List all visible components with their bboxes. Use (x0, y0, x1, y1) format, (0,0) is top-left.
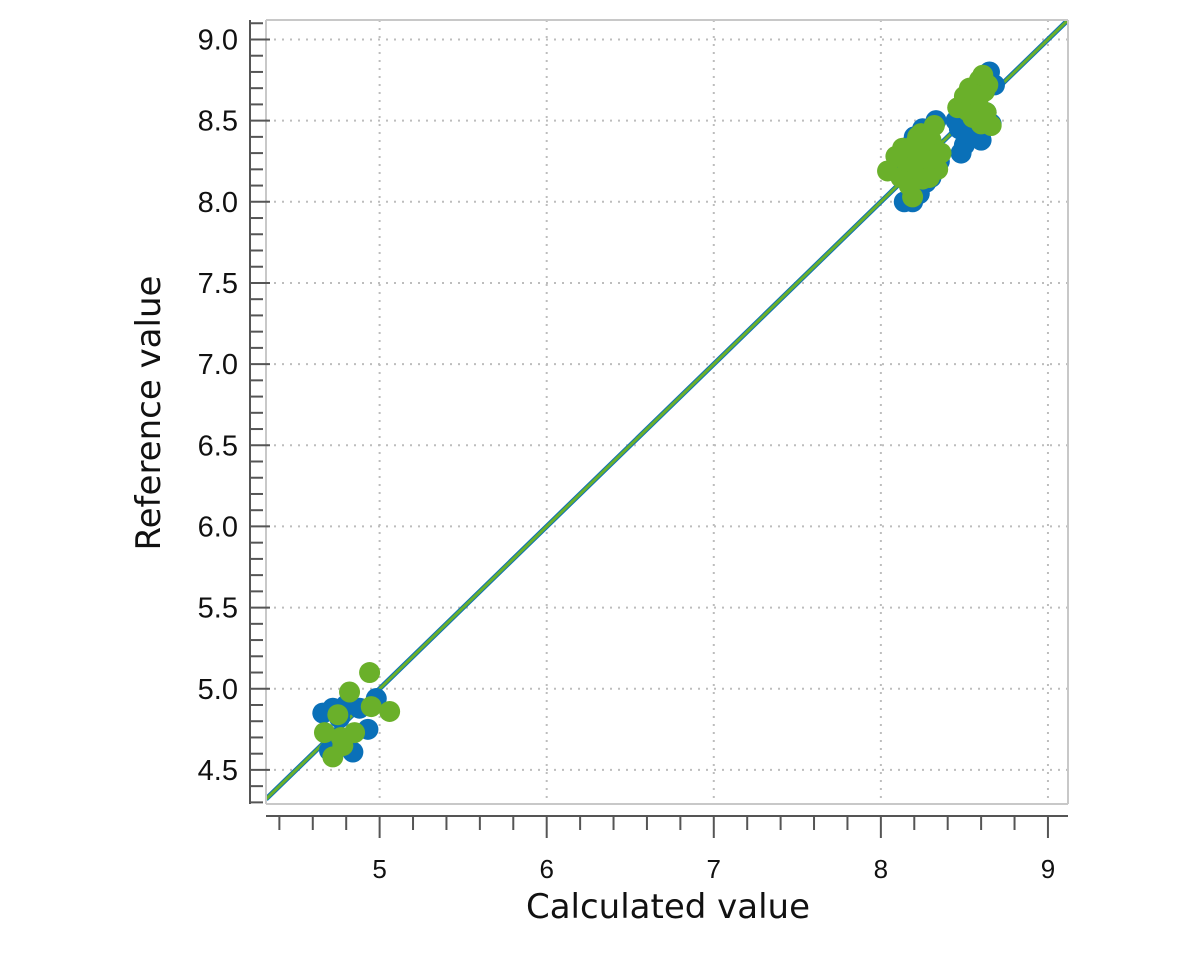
data-point (970, 129, 992, 151)
axes: 4.5 5.0 5.5 6.0 6.5 7.0 7.5 8.0 8.5 9.0 5 6 7 8 9 (198, 20, 1068, 884)
fit-lines (266, 20, 1068, 801)
data-point (359, 662, 381, 684)
plot-frame (265, 19, 1069, 805)
x-tick-label: 8 (874, 854, 888, 884)
data-point (950, 142, 972, 164)
y-tick-label: 5.5 (198, 593, 238, 625)
x-tick-label: 9 (1041, 854, 1055, 884)
x-tick-label: 6 (539, 854, 553, 884)
data-point (972, 64, 994, 86)
x-axis-title: Calculated value (526, 887, 810, 927)
data-point (918, 166, 940, 188)
data-point (923, 115, 945, 137)
data-point (980, 115, 1002, 137)
data-point (339, 681, 361, 703)
data-point (963, 84, 985, 106)
data-point (313, 722, 335, 744)
data-point (327, 704, 349, 726)
data-points (312, 61, 1005, 768)
y-tick-label: 7.0 (198, 349, 238, 381)
y-tick-label: 5.0 (198, 674, 238, 706)
data-point (902, 186, 924, 208)
data-point (907, 126, 929, 148)
fit-line (266, 20, 1068, 801)
x-tick-label: 7 (707, 854, 721, 884)
y-tick-label: 7.5 (198, 268, 238, 300)
data-point (360, 696, 382, 718)
data-point (330, 726, 352, 748)
y-axis-title: Reference value (129, 276, 169, 551)
y-tick-label: 4.5 (198, 755, 238, 787)
y-tick-label: 8.5 (198, 106, 238, 138)
data-point (379, 700, 401, 722)
data-point (930, 142, 952, 164)
y-tick-label: 6.5 (198, 430, 238, 462)
y-tick-label: 8.0 (198, 187, 238, 219)
y-tick-label: 9.0 (198, 24, 238, 56)
data-point (957, 100, 979, 122)
x-tick-label: 5 (372, 854, 386, 884)
data-point (892, 137, 914, 159)
grid-lines (266, 20, 1068, 804)
y-tick-label: 6.0 (198, 511, 238, 543)
